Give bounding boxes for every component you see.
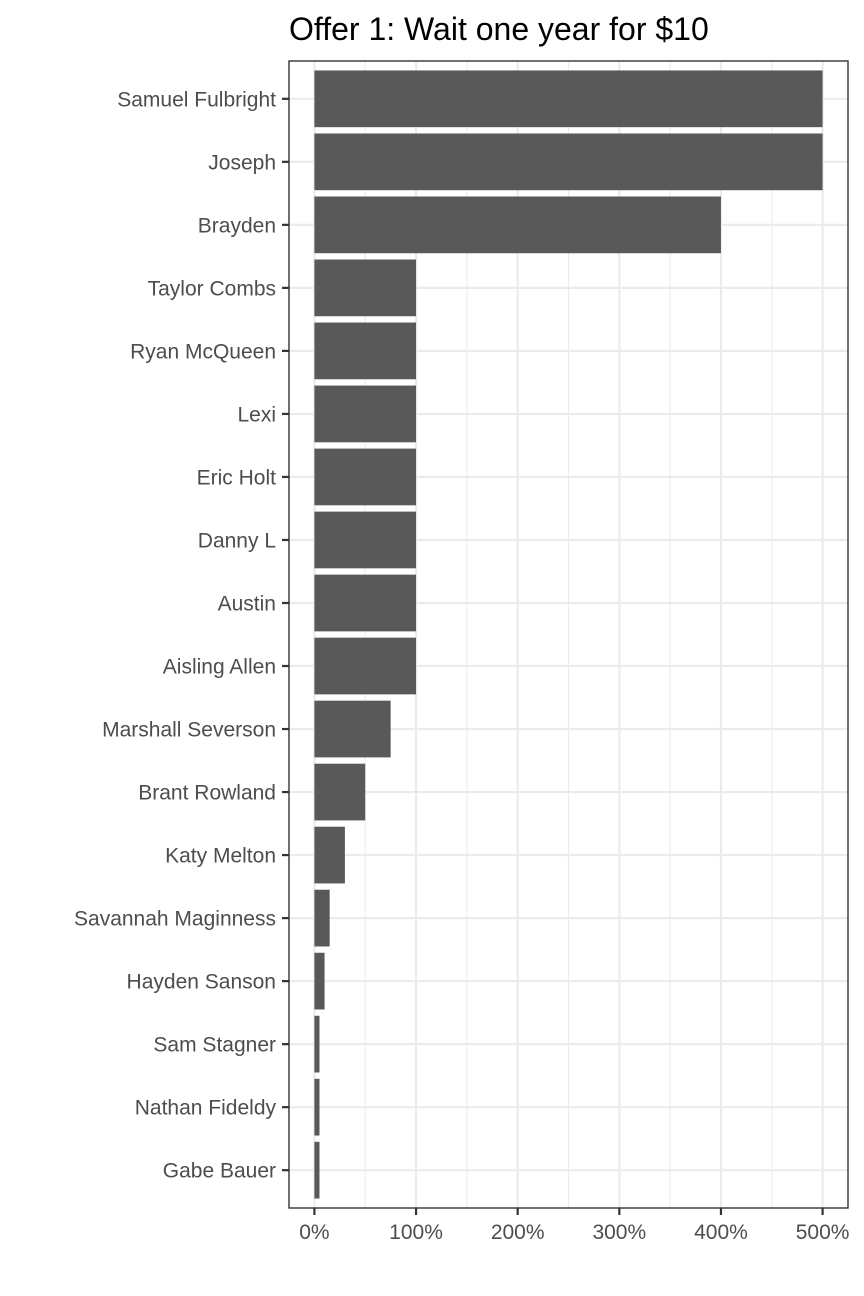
- y-tick-label: Brayden: [198, 214, 276, 237]
- x-tick-label: 400%: [694, 1221, 748, 1244]
- y-tick-label: Lexi: [237, 403, 276, 426]
- y-tick-label: Joseph: [208, 151, 276, 174]
- x-tick-label: 300%: [592, 1221, 646, 1244]
- y-tick-label: Katy Melton: [165, 845, 276, 868]
- y-tick-label: Brant Rowland: [138, 782, 276, 805]
- bar: [314, 70, 823, 128]
- bar: [314, 826, 345, 884]
- y-axis: Samuel Fulbright Joseph Brayden Taylor Comb…: [74, 88, 289, 1183]
- bar: [314, 511, 417, 569]
- y-tick-label: Eric Holt: [197, 466, 277, 489]
- bar: [314, 700, 391, 758]
- plot-panel-border: [288, 60, 849, 1209]
- bar: [314, 133, 823, 191]
- y-tick-label: Gabe Bauer: [163, 1160, 276, 1183]
- y-tick-label: Savannah Maginness: [74, 908, 276, 931]
- bar: [314, 1015, 320, 1073]
- bar: [314, 322, 417, 380]
- bar: [314, 385, 417, 443]
- bar: [314, 952, 325, 1010]
- bar: [314, 1078, 320, 1136]
- y-tick-label: Sam Stagner: [153, 1034, 276, 1057]
- y-tick-label: Austin: [218, 592, 276, 615]
- x-axis: 0% 100% 200% 300% 400% 500%: [299, 1208, 849, 1244]
- x-tick-label: 200%: [491, 1221, 545, 1244]
- y-tick-label: Aisling Allen: [163, 656, 276, 679]
- bar: [314, 196, 721, 254]
- y-tick-label: Danny L: [198, 529, 276, 552]
- y-tick-label: Hayden Sanson: [127, 971, 276, 994]
- y-tick-label: Ryan McQueen: [130, 340, 276, 363]
- x-tick-label: 500%: [796, 1221, 850, 1244]
- bar: [314, 448, 417, 506]
- bar: [314, 763, 366, 821]
- bar: [314, 637, 417, 695]
- y-tick-label: Samuel Fulbright: [117, 88, 276, 111]
- bars: [314, 70, 823, 1199]
- y-tick-label: Taylor Combs: [148, 277, 276, 300]
- chart-title: Offer 1: Wait one year for $10: [289, 11, 709, 47]
- x-tick-label: 100%: [389, 1221, 443, 1244]
- y-tick-label: Nathan Fideldy: [135, 1097, 277, 1120]
- x-tick-label: 0%: [299, 1221, 329, 1244]
- bar: [314, 889, 330, 947]
- y-tick-label: Marshall Severson: [102, 719, 276, 742]
- bar: [314, 259, 417, 317]
- bar: [314, 1141, 320, 1199]
- bar: [314, 574, 417, 632]
